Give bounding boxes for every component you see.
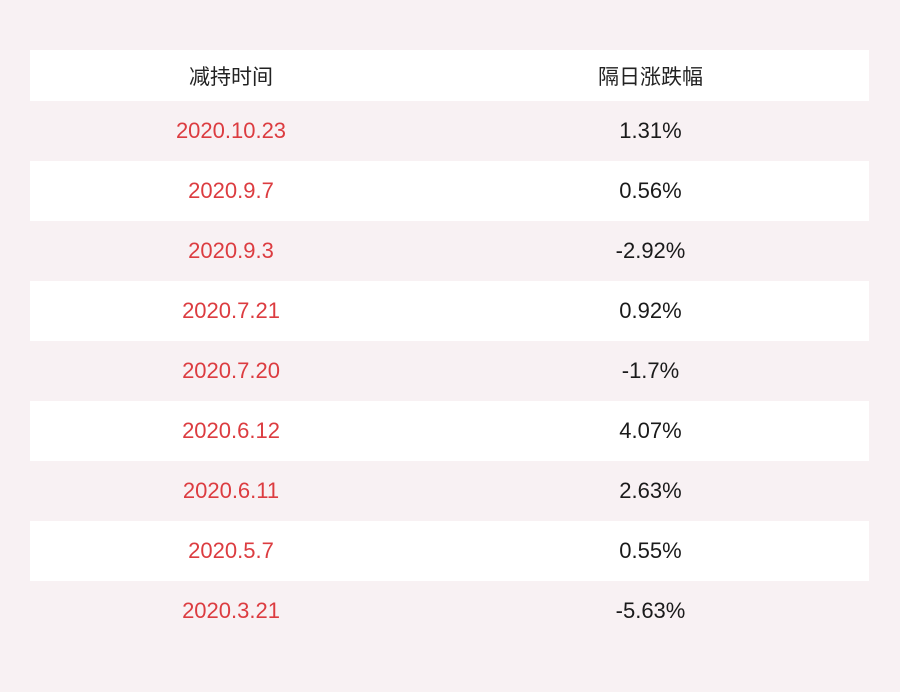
table-row: 2020.5.7 0.55% (30, 521, 869, 581)
date-cell: 2020.9.7 (188, 178, 274, 203)
date-cell: 2020.7.21 (182, 298, 280, 323)
table-header-row: 减持时间 隔日涨跌幅 (30, 50, 869, 101)
change-cell: -1.7% (621, 358, 680, 383)
date-cell: 2020.5.7 (188, 538, 274, 563)
date-cell: 2020.7.20 (182, 358, 280, 383)
table-row: 2020.9.3 -2.92% (30, 221, 869, 281)
table-row: 2020.10.23 1.31% (30, 101, 869, 161)
change-cell: -5.63% (615, 598, 686, 623)
date-cell: 2020.9.3 (188, 238, 274, 263)
change-cell: 2.63% (619, 478, 682, 503)
change-cell: 0.92% (619, 298, 682, 323)
reduction-history-table: 减持时间 隔日涨跌幅 2020.10.23 1.31% 2020.9.7 0.5… (30, 50, 869, 641)
column-header-change: 隔日涨跌幅 (598, 65, 703, 89)
change-cell: -2.92% (615, 238, 686, 263)
table-row: 2020.6.12 4.07% (30, 401, 869, 461)
change-cell: 1.31% (619, 118, 682, 143)
change-cell: 0.55% (619, 538, 682, 563)
table-row: 2020.9.7 0.56% (30, 161, 869, 221)
date-cell: 2020.6.11 (182, 478, 280, 503)
column-header-date: 减持时间 (189, 65, 273, 89)
date-cell: 2020.3.21 (182, 598, 280, 623)
change-cell: 0.56% (619, 178, 682, 203)
table-row: 2020.6.11 2.63% (30, 461, 869, 521)
change-cell: 4.07% (619, 418, 682, 443)
table-row: 2020.7.20 -1.7% (30, 341, 869, 401)
date-cell: 2020.10.23 (175, 118, 287, 143)
table-row: 2020.7.21 0.92% (30, 281, 869, 341)
table-row: 2020.3.21 -5.63% (30, 581, 869, 641)
date-cell: 2020.6.12 (182, 418, 280, 443)
